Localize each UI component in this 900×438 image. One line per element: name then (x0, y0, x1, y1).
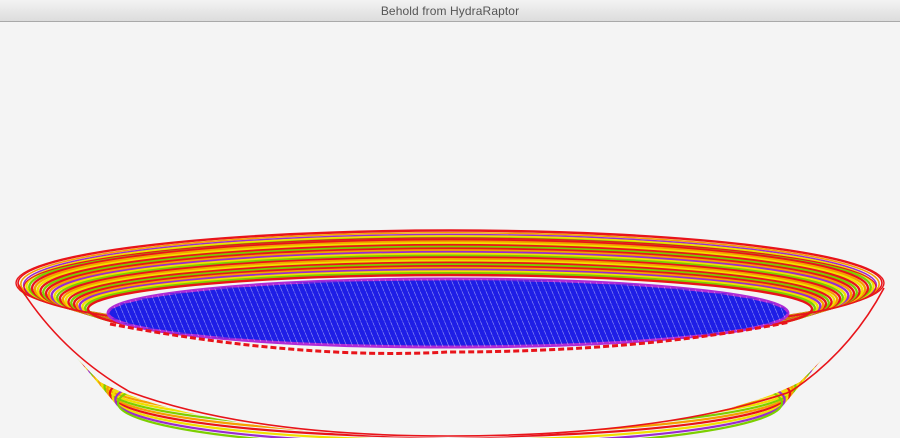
bowl-outer-outline (17, 283, 885, 437)
infill-line (573, 279, 609, 347)
infill-line (285, 279, 321, 347)
infill-line (567, 279, 603, 347)
infill-line (291, 279, 327, 347)
infill-line (108, 312, 788, 320)
floor-seam (109, 320, 791, 355)
wall-perimeter-line (106, 345, 794, 435)
infill-line (339, 279, 375, 347)
infill-line (399, 279, 435, 347)
infill-line (108, 317, 788, 325)
wall-perimeter-line (108, 348, 792, 438)
infill-line (603, 279, 639, 347)
infill-line (363, 279, 399, 347)
infill-line (321, 279, 357, 347)
infill-line (393, 279, 429, 347)
infill-line (108, 297, 788, 305)
infill-line (108, 307, 788, 315)
infill-line (357, 279, 393, 347)
infill-line (108, 302, 788, 310)
infill-line (609, 279, 645, 347)
infill-line (579, 279, 615, 347)
infill-line (591, 279, 627, 347)
infill-line (351, 279, 387, 347)
infill-line (309, 279, 345, 347)
infill-line (597, 279, 633, 347)
infill-line (108, 322, 788, 330)
infill-line (297, 279, 333, 347)
infill-line (585, 279, 621, 347)
wall-perimeter-line (97, 336, 803, 425)
window-title: Behold from HydraRaptor (380, 3, 520, 18)
infill-line (381, 279, 417, 347)
infill-line (369, 279, 405, 347)
infill-line (108, 292, 788, 300)
infill-line (345, 279, 381, 347)
infill-line (315, 279, 351, 347)
bowl-model (15, 229, 885, 438)
3d-viewport[interactable] (0, 22, 900, 438)
infill-line (615, 279, 651, 347)
title-bar[interactable]: Behold from HydraRaptor (0, 0, 900, 22)
infill-line (108, 287, 788, 295)
infill-line (333, 279, 369, 347)
infill-line (303, 279, 339, 347)
infill-line (327, 279, 363, 347)
infill-line (375, 279, 411, 347)
infill-line (108, 327, 788, 335)
toolpath-render[interactable] (0, 22, 900, 438)
infill-line (387, 279, 423, 347)
